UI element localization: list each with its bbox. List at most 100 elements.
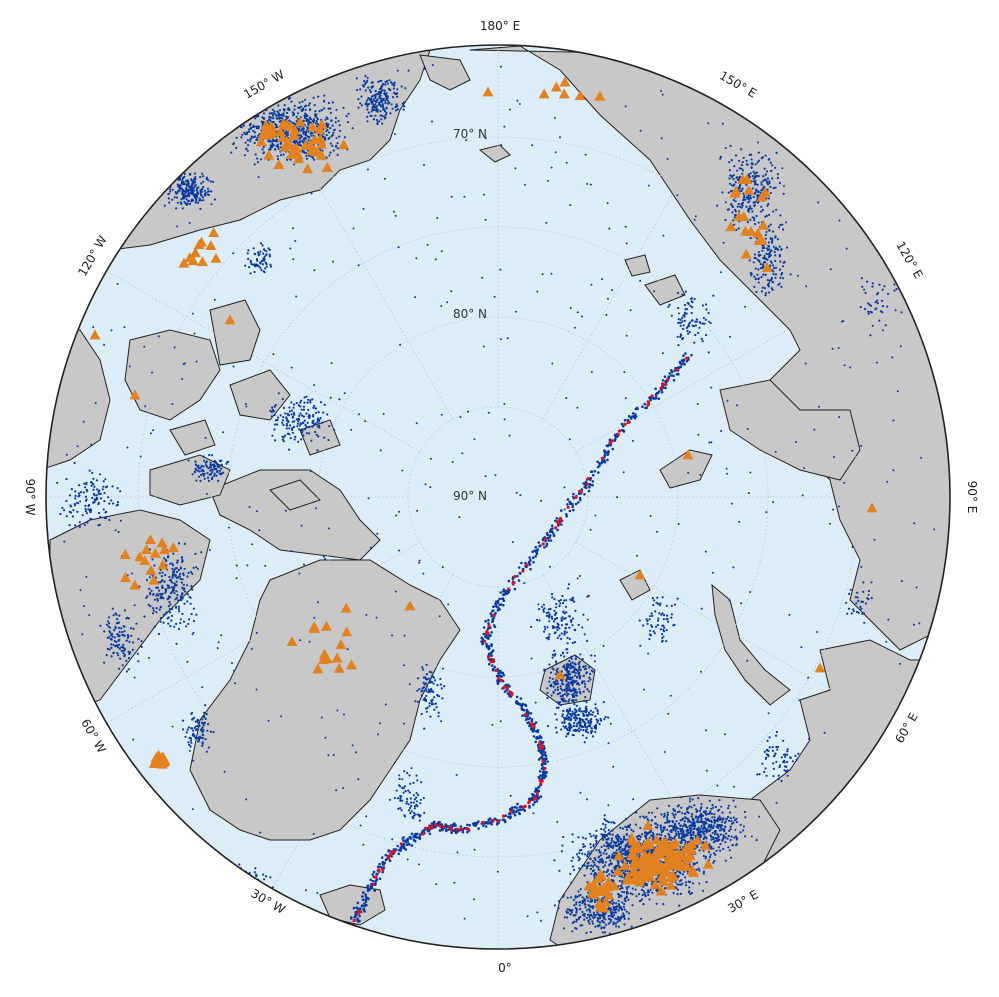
earthquake-point — [686, 807, 689, 810]
earthquake-point — [152, 607, 155, 610]
earthquake-point — [590, 850, 593, 853]
earthquake-point — [691, 813, 694, 816]
earthquake-point — [105, 485, 109, 488]
earthquake-point — [328, 425, 331, 428]
earthquake-point — [121, 631, 124, 634]
earthquake-point — [292, 114, 295, 117]
earthquake-point — [601, 861, 604, 864]
earthquake-point — [166, 617, 169, 620]
earthquake-point — [731, 204, 734, 207]
earthquake-point — [152, 592, 155, 596]
earthquake-point — [722, 834, 725, 837]
earthquake-point — [68, 510, 71, 513]
earthquake-point — [621, 861, 624, 864]
earthquake-point — [313, 158, 316, 161]
earthquake-point — [386, 82, 389, 85]
earthquake-point — [317, 435, 320, 438]
earthquake-point — [335, 108, 338, 111]
earthquake-point — [738, 175, 742, 178]
earthquake-point — [625, 910, 628, 913]
earthquake-point — [562, 927, 566, 930]
earthquake-point — [574, 694, 578, 697]
earthquake-point — [273, 413, 276, 417]
earthquake-point — [668, 303, 671, 306]
earthquake-point — [586, 899, 590, 903]
earthquake-point — [680, 334, 683, 337]
earthquake-point — [596, 708, 599, 712]
earthquake-point — [425, 694, 428, 698]
earthquake-point — [740, 148, 743, 151]
earthquake-point — [578, 730, 581, 733]
earthquake-point — [564, 700, 567, 703]
earthquake-point — [680, 796, 683, 799]
earthquake-point — [727, 208, 731, 211]
earthquake-point — [443, 685, 446, 688]
earthquake-point — [183, 567, 186, 570]
earthquake-point — [687, 332, 690, 335]
earthquake-point — [732, 816, 735, 819]
earthquake-point — [581, 864, 584, 867]
earthquake-point — [191, 191, 195, 194]
earthquake-point — [619, 884, 623, 888]
earthquake-point — [311, 398, 314, 401]
earthquake-point — [590, 654, 593, 657]
earthquake-point — [584, 696, 587, 699]
earthquake-point — [559, 654, 563, 657]
earthquake-point — [366, 105, 369, 108]
earthquake-point — [556, 628, 559, 632]
earthquake-point — [767, 158, 770, 161]
earthquake-point — [586, 853, 589, 856]
earthquake-point — [261, 244, 264, 247]
earthquake-point — [615, 844, 619, 848]
earthquake-point — [621, 901, 624, 904]
earthquake-point — [574, 671, 577, 675]
earthquake-point — [645, 815, 648, 818]
earthquake-point — [326, 413, 329, 416]
earthquake-point — [112, 614, 115, 617]
earthquake-point — [744, 835, 747, 838]
earthquake-point — [776, 238, 780, 241]
earthquake-point — [591, 922, 595, 925]
earthquake-point — [324, 138, 327, 141]
earthquake-point — [243, 154, 246, 157]
earthquake-point — [176, 196, 179, 199]
earthquake-point — [225, 462, 228, 465]
earthquake-point — [561, 689, 564, 692]
earthquake-point — [562, 835, 565, 839]
earthquake-point — [269, 146, 272, 149]
earthquake-point — [173, 584, 176, 587]
land-wrangel-island — [478, 144, 511, 163]
earthquake-point — [775, 266, 778, 269]
earthquake-point — [307, 120, 311, 123]
earthquake-point — [336, 142, 339, 145]
earthquake-point — [721, 821, 724, 824]
earthquake-point — [769, 161, 772, 164]
earthquake-point — [92, 501, 95, 504]
latitude-circle — [317, 316, 679, 678]
earthquake-point — [754, 191, 757, 194]
earthquake-point — [235, 146, 238, 149]
earthquake-point — [77, 502, 80, 505]
earthquake-point — [560, 850, 564, 853]
earthquake-point — [201, 737, 204, 740]
earthquake-point — [579, 900, 582, 904]
earthquake-point — [177, 542, 181, 545]
earthquake-point — [314, 113, 317, 116]
earthquake-point — [379, 114, 382, 117]
earthquake-point — [551, 617, 554, 620]
earthquake-point — [766, 183, 770, 186]
earthquake-point — [615, 835, 618, 838]
earthquake-point — [103, 499, 106, 503]
earthquake-point — [764, 233, 767, 236]
earthquake-point — [367, 111, 370, 114]
earthquake-point — [248, 128, 251, 131]
earthquake-point — [274, 148, 277, 151]
earthquake-point — [750, 207, 753, 210]
earthquake-point — [683, 812, 687, 815]
earthquake-point — [194, 195, 197, 198]
earthquake-point — [247, 144, 250, 147]
earthquake-point — [179, 621, 182, 625]
earthquake-point — [211, 463, 214, 466]
earthquake-point — [728, 849, 731, 852]
earthquake-point — [738, 186, 741, 189]
